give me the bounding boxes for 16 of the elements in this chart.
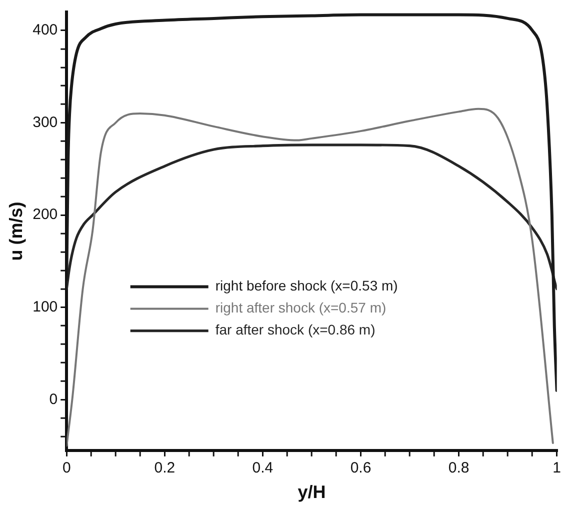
- y-axis-title: u (m/s): [6, 202, 26, 261]
- text: right after shock (x=0.57 m): [215, 300, 386, 316]
- y-tick-label: 300: [32, 114, 58, 131]
- y-tick-label: 400: [32, 22, 58, 39]
- text: far after shock (x=0.86 m): [215, 322, 376, 338]
- x-tick-label: 0.2: [154, 460, 176, 477]
- x-tick-label: 0: [62, 460, 71, 477]
- y-tick-label: 0: [49, 390, 58, 408]
- y-tick-label: 100: [32, 298, 58, 316]
- x-tick-label: 1: [552, 460, 561, 477]
- x-axis-title: y/H: [298, 482, 326, 502]
- text: right before shock (x=0.53 m): [215, 278, 398, 294]
- x-tick-label: 0.6: [350, 460, 372, 477]
- y-tick-label: 200: [32, 206, 58, 224]
- x-tick-label: 0.4: [252, 460, 274, 477]
- x-tick-label: 0.8: [448, 460, 470, 477]
